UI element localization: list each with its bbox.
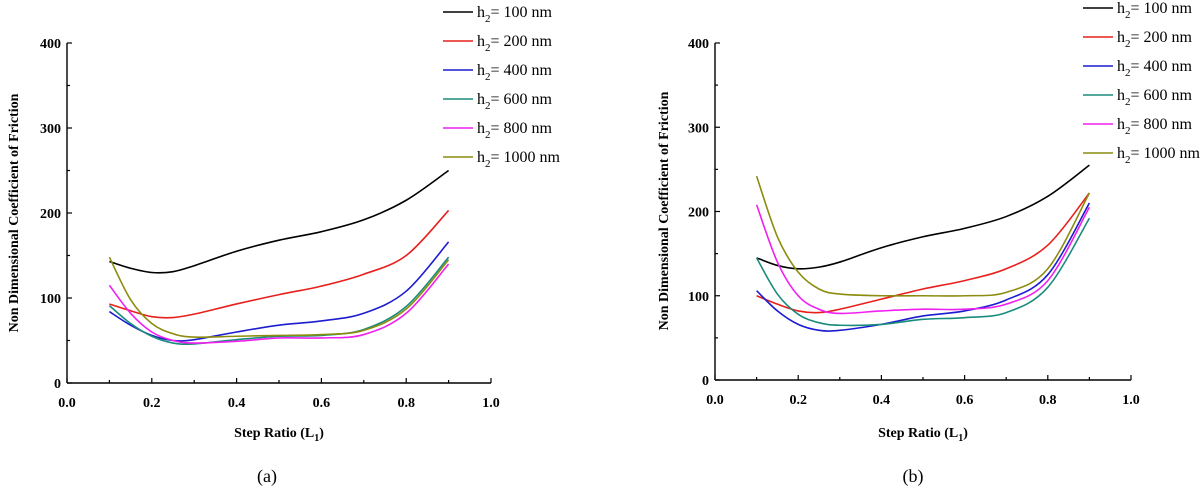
panel-label: (b) (903, 466, 924, 487)
series-line-600nm (108, 256, 450, 346)
x-tick-label: 0.2 (143, 396, 161, 411)
y-tick-label: 400 (40, 37, 61, 52)
x-tick-label: 0.0 (706, 393, 724, 408)
series-line-800nm (755, 204, 1091, 315)
x-tick-label: 0.6 (956, 393, 974, 408)
y-tick-label: 200 (40, 207, 61, 222)
legend-entry: h2= 800 nm (477, 120, 553, 141)
y-tick-label: 100 (40, 292, 61, 307)
x-tick-label: 1.0 (482, 396, 500, 411)
series-line-100nm (109, 169, 450, 274)
legend-entry: h2= 400 nm (1117, 58, 1193, 79)
legend: h2= 100 nm h2= 200 nm h2= 400 nm h2= 600 nm… (443, 4, 561, 170)
chart-panel-a: 0.0 0.2 0.4 0.6 0.8 1.0 0 100 200 300 400 Non Dimen… (7, 4, 561, 487)
legend: h2= 100 nm h2= 200 nm h2= 400 nm h2= 600 nm… (1083, 0, 1200, 166)
series-line-400nm (108, 241, 450, 342)
x-tick-label: 0.4 (873, 393, 891, 408)
y-tick-label: 300 (688, 121, 709, 136)
x-axis-title: Step Ratio (L1) (234, 426, 324, 444)
legend-entry: h2= 100 nm (477, 4, 553, 25)
y-tick-label: 200 (688, 206, 709, 221)
x-tick-label: 0.6 (313, 396, 331, 411)
chart-panel-b: 0.0 0.2 0.4 0.6 0.8 1.0 0 100 200 300 400 Non Dimen… (657, 0, 1200, 487)
legend-entry: h2= 800 nm (1117, 116, 1193, 137)
y-tick-label: 300 (40, 122, 61, 137)
series-line-600nm (755, 217, 1091, 327)
legend-entry: h2= 1000 nm (1117, 145, 1200, 166)
series-line-1000nm (755, 175, 1091, 297)
legend-entry: h2= 400 nm (477, 62, 553, 83)
y-tick-label: 0 (54, 377, 61, 392)
legend-entry: h2= 100 nm (1117, 0, 1193, 21)
x-tick-label: 0.8 (1039, 393, 1057, 408)
x-tick-label: 0.0 (58, 396, 76, 411)
legend-entry: h2= 1000 nm (477, 149, 561, 170)
legend-entry: h2= 600 nm (1117, 87, 1193, 108)
x-tick-label: 1.0 (1122, 393, 1140, 408)
x-tick-label: 0.4 (228, 396, 246, 411)
series-line-200nm (109, 209, 450, 319)
series-line-800nm (108, 263, 450, 344)
series-line-100nm (756, 164, 1090, 270)
y-tick-label: 100 (688, 290, 709, 305)
y-axis-title: Non Dimensional Coefficient of Friction (7, 93, 22, 332)
legend-entry: h2= 600 nm (477, 91, 553, 112)
panel-label: (a) (257, 466, 277, 487)
y-tick-label: 400 (688, 37, 709, 52)
legend-entry: h2= 200 nm (1117, 29, 1193, 50)
x-axis-title: Step Ratio (L1) (878, 426, 968, 444)
legend-entry: h2= 200 nm (477, 33, 553, 54)
y-axis-title: Non Dimensional Coefficient of Friction (657, 91, 672, 330)
x-tick-label: 0.2 (789, 393, 807, 408)
y-tick-label: 0 (702, 374, 709, 389)
x-tick-label: 0.8 (397, 396, 415, 411)
series-line-1000nm (108, 256, 450, 338)
